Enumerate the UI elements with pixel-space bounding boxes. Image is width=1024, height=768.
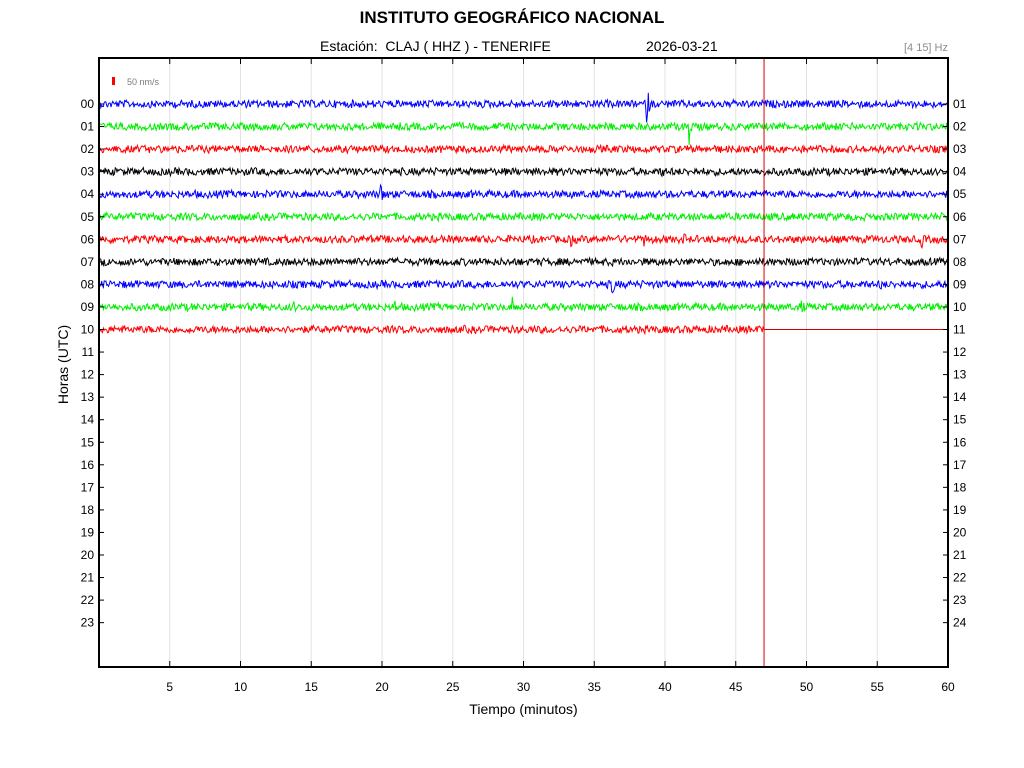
x-tick-label: 45 — [729, 680, 743, 694]
trace-hour-8 — [99, 278, 948, 294]
y-tick-label-left: 02 — [81, 142, 95, 156]
x-tick-label: 60 — [941, 680, 955, 694]
y-tick-label-left: 21 — [81, 571, 95, 585]
y-tick-label-left: 04 — [81, 187, 95, 201]
y-tick-label-left: 06 — [81, 232, 95, 246]
trace-hour-5 — [99, 211, 948, 223]
y-tick-label-left: 12 — [81, 368, 95, 382]
y-tick-label-left: 03 — [81, 165, 95, 179]
y-tick-label-right: 03 — [953, 142, 967, 156]
y-tick-label-right: 02 — [953, 120, 967, 134]
x-tick-label: 40 — [658, 680, 672, 694]
date-label: 2026-03-21 — [646, 38, 718, 54]
y-tick-label-left: 17 — [81, 480, 95, 494]
y-tick-label-left: 16 — [81, 458, 95, 472]
x-axis-label: Tiempo (minutos) — [469, 701, 577, 717]
x-tick-label: 5 — [166, 680, 173, 694]
y-tick-label-right: 08 — [953, 255, 967, 269]
x-tick-label: 55 — [871, 680, 885, 694]
y-tick-label-left: 00 — [81, 97, 95, 111]
y-tick-label-right: 14 — [953, 390, 967, 404]
y-tick-label-right: 17 — [953, 458, 967, 472]
amplitude-scale-bar: 50 nm/s — [112, 77, 160, 87]
trace-hour-0 — [99, 92, 948, 123]
y-tick-label-right: 18 — [953, 480, 967, 494]
x-tick-label: 10 — [234, 680, 248, 694]
trace-hour-10 — [99, 323, 765, 336]
y-tick-label-right: 11 — [953, 323, 966, 337]
y-tick-label-right: 05 — [953, 187, 967, 201]
y-tick-label-left: 07 — [81, 255, 95, 269]
y-tick-label-right: 19 — [953, 503, 967, 517]
axis-ticks: 5 10 15 20 25 30 35 40 45 50 55 60 00 01 02 03 04 05 06 07 0… — [81, 58, 967, 694]
y-tick-label-left: 14 — [81, 413, 95, 427]
x-tick-label: 15 — [305, 680, 319, 694]
x-tick-label: 30 — [517, 680, 531, 694]
y-tick-label-right: 09 — [953, 277, 967, 291]
y-tick-label-right: 15 — [953, 413, 967, 427]
scale-bar-label: 50 nm/s — [127, 77, 160, 87]
trace-hour-4 — [99, 183, 948, 200]
y-tick-label-right: 01 — [953, 97, 967, 111]
trace-hour-1 — [99, 120, 948, 145]
y-tick-label-left: 13 — [81, 390, 95, 404]
y-tick-label-right: 22 — [953, 571, 967, 585]
y-tick-label-right: 04 — [953, 165, 967, 179]
station-label: Estación: CLAJ ( HHZ ) - TENERIFE — [320, 38, 551, 54]
trace-hour-7 — [99, 256, 948, 268]
y-tick-label-left: 10 — [81, 323, 95, 337]
y-tick-label-left: 01 — [81, 120, 95, 134]
x-tick-label: 50 — [800, 680, 814, 694]
y-tick-label-right: 07 — [953, 232, 967, 246]
y-tick-label-left: 11 — [82, 345, 95, 359]
scale-bar-mark — [112, 77, 115, 85]
y-tick-label-right: 23 — [953, 593, 967, 607]
trace-hour-9 — [99, 296, 948, 314]
y-tick-label-right: 12 — [953, 345, 967, 359]
seismic-traces — [99, 92, 948, 336]
y-tick-label-left: 09 — [81, 300, 95, 314]
y-axis-label: Horas (UTC) — [55, 325, 71, 404]
y-tick-label-left: 05 — [81, 210, 95, 224]
y-tick-label-right: 16 — [953, 435, 967, 449]
x-tick-label: 35 — [588, 680, 602, 694]
y-tick-label-left: 15 — [81, 435, 95, 449]
y-tick-label-right: 13 — [953, 368, 967, 382]
y-tick-label-left: 23 — [81, 616, 95, 630]
y-tick-label-left: 22 — [81, 593, 95, 607]
y-tick-label-right: 21 — [953, 548, 967, 562]
y-tick-label-left: 19 — [81, 525, 95, 539]
y-tick-label-right: 20 — [953, 525, 967, 539]
trace-hour-2 — [99, 143, 948, 155]
y-tick-label-left: 08 — [81, 277, 95, 291]
y-tick-label-left: 18 — [81, 503, 95, 517]
y-tick-label-left: 20 — [81, 548, 95, 562]
y-tick-label-right: 10 — [953, 300, 967, 314]
grid-lines — [169, 58, 878, 667]
x-tick-label: 25 — [446, 680, 460, 694]
chart-title: INSTITUTO GEOGRÁFICO NACIONAL — [359, 8, 665, 27]
current-time-marker — [763, 58, 948, 667]
trace-hour-3 — [99, 166, 948, 178]
x-tick-label: 20 — [375, 680, 389, 694]
trace-hour-6 — [99, 233, 948, 250]
filter-band-label: [4 15] Hz — [903, 42, 948, 54]
y-tick-label-right: 24 — [953, 616, 967, 630]
y-tick-label-right: 06 — [953, 210, 967, 224]
